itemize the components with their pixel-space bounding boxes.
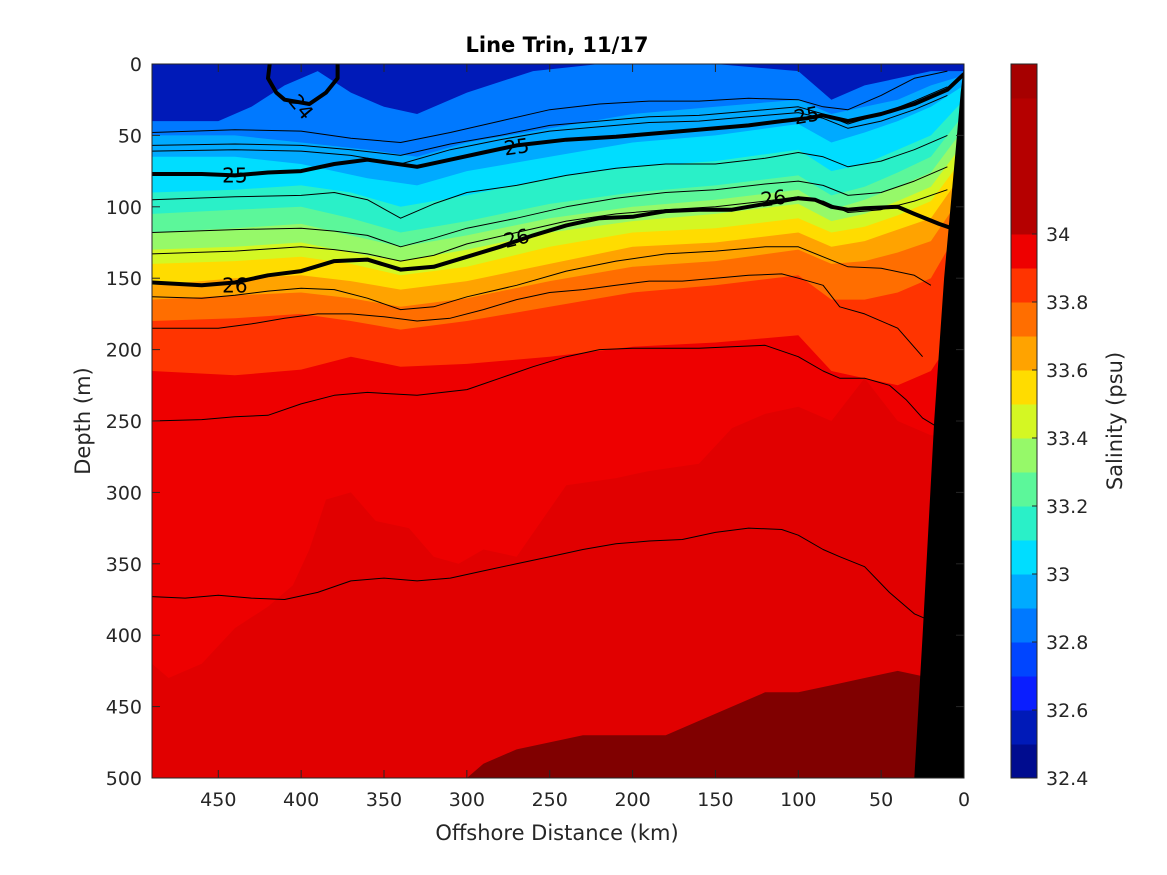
isopycnal-thin (152, 189, 948, 262)
y-tick-label: 350 (106, 554, 142, 576)
isopycnal-thin (152, 527, 932, 622)
colorbar-tick-label: 33 (1046, 564, 1070, 586)
colorbar-band (1011, 744, 1037, 779)
colorbar-band (1011, 608, 1037, 643)
colorbar-frame (1010, 63, 1038, 779)
colorbar-ticks: 34 33.8 33.6 33.4 33.2 33 32.8 32.6 32.4 (1032, 224, 1088, 790)
x-tick-label: 300 (449, 789, 485, 811)
colorbar-band (1011, 676, 1037, 711)
isopycnal-thin (152, 134, 948, 219)
colorbar-band (1011, 132, 1037, 167)
colorbar-tick-label: 33.6 (1046, 360, 1088, 382)
colorbar-band (1011, 268, 1037, 303)
colorbar-band (1011, 540, 1037, 575)
colorbar-bands (1011, 64, 1037, 779)
colorbar-band (1011, 302, 1037, 337)
isopycnal-thin (152, 86, 948, 156)
colorbar: 34 33.8 33.6 33.4 33.2 33 32.8 32.6 32.4 (1010, 63, 1088, 790)
colorbar-tick-label: 32.8 (1046, 632, 1088, 654)
colorbar-band (1011, 336, 1037, 371)
contour-label-25: 25 (222, 163, 247, 187)
colorbar-band (1011, 200, 1037, 235)
x-tick-label: 150 (697, 789, 733, 811)
bathymetry-layer (914, 64, 964, 778)
colorbar-tick-label: 34 (1046, 224, 1070, 246)
chart-title: Line Trin, 11/17 (465, 33, 648, 57)
colorbar-band (1011, 234, 1037, 269)
colorbar-tick-label: 33.8 (1046, 292, 1088, 314)
x-axis-ticks: 450 400 350 300 250 200 150 100 50 0 (200, 64, 970, 811)
y-tick-label: 500 (106, 768, 142, 790)
y-tick-label: 50 (118, 125, 142, 147)
colorbar-band (1011, 506, 1037, 541)
y-tick-label: 250 (106, 411, 142, 433)
y-tick-label: 450 (106, 697, 142, 719)
x-tick-label: 0 (958, 789, 970, 811)
isopycnal-thin (152, 94, 948, 165)
x-tick-label: 50 (869, 789, 893, 811)
isopycnal-thin (152, 344, 940, 429)
colorbar-band (1011, 642, 1037, 677)
colorbar-band (1011, 710, 1037, 745)
colorbar-band (1011, 404, 1037, 439)
colorbar-band (1011, 166, 1037, 201)
y-tick-label: 150 (106, 268, 142, 290)
y-axis-ticks: 0 50 100 150 200 250 300 350 400 450 500 (106, 54, 964, 790)
colorbar-band (1011, 370, 1037, 405)
isopycnal-25 (152, 72, 964, 178)
y-tick-label: 200 (106, 340, 142, 362)
x-tick-label: 200 (614, 789, 650, 811)
isopycnal-layer (152, 64, 964, 622)
bathymetry-shelf (914, 64, 964, 778)
x-tick-label: 400 (283, 789, 319, 811)
isopycnal-thin (152, 166, 948, 248)
colorbar-band (1011, 64, 1037, 99)
contour-label-26: 26 (501, 223, 532, 252)
x-tick-label: 350 (366, 789, 402, 811)
colorbar-label: Salinity (psu) (1103, 352, 1127, 490)
colorbar-band (1011, 472, 1037, 507)
contour-label-25: 25 (502, 133, 531, 160)
colorbar-band (1011, 98, 1037, 133)
salinity-fill-layer (152, 64, 964, 778)
isopycnal-thin (152, 70, 948, 143)
isopycnal-thin (152, 246, 932, 311)
colorbar-band (1011, 574, 1037, 609)
x-axis-label: Offshore Distance (km) (435, 821, 678, 845)
contour-label-26: 26 (759, 185, 788, 212)
y-tick-label: 300 (106, 482, 142, 504)
y-tick-label: 400 (106, 625, 142, 647)
plot-area (152, 64, 964, 778)
contour-label-26: 26 (222, 273, 247, 297)
x-tick-label: 250 (532, 789, 568, 811)
isopycnal-thin (152, 273, 923, 358)
salinity-band (152, 670, 964, 778)
x-tick-label: 450 (200, 789, 236, 811)
colorbar-tick-label: 32.6 (1046, 700, 1088, 722)
colorbar-tick-label: 32.4 (1046, 768, 1088, 790)
colorbar-tick-label: 33.2 (1046, 496, 1088, 518)
colorbar-tick-label: 33.4 (1046, 428, 1088, 450)
y-axis-label: Depth (m) (71, 367, 95, 474)
y-tick-label: 0 (130, 54, 142, 76)
isopycnal-26 (152, 196, 964, 288)
y-tick-label: 100 (106, 197, 142, 219)
contour-label-25: 25 (792, 101, 821, 129)
colorbar-band (1011, 438, 1037, 473)
isopycnal-24 (266, 64, 340, 106)
x-tick-label: 100 (780, 789, 816, 811)
salinity-band (152, 378, 964, 778)
